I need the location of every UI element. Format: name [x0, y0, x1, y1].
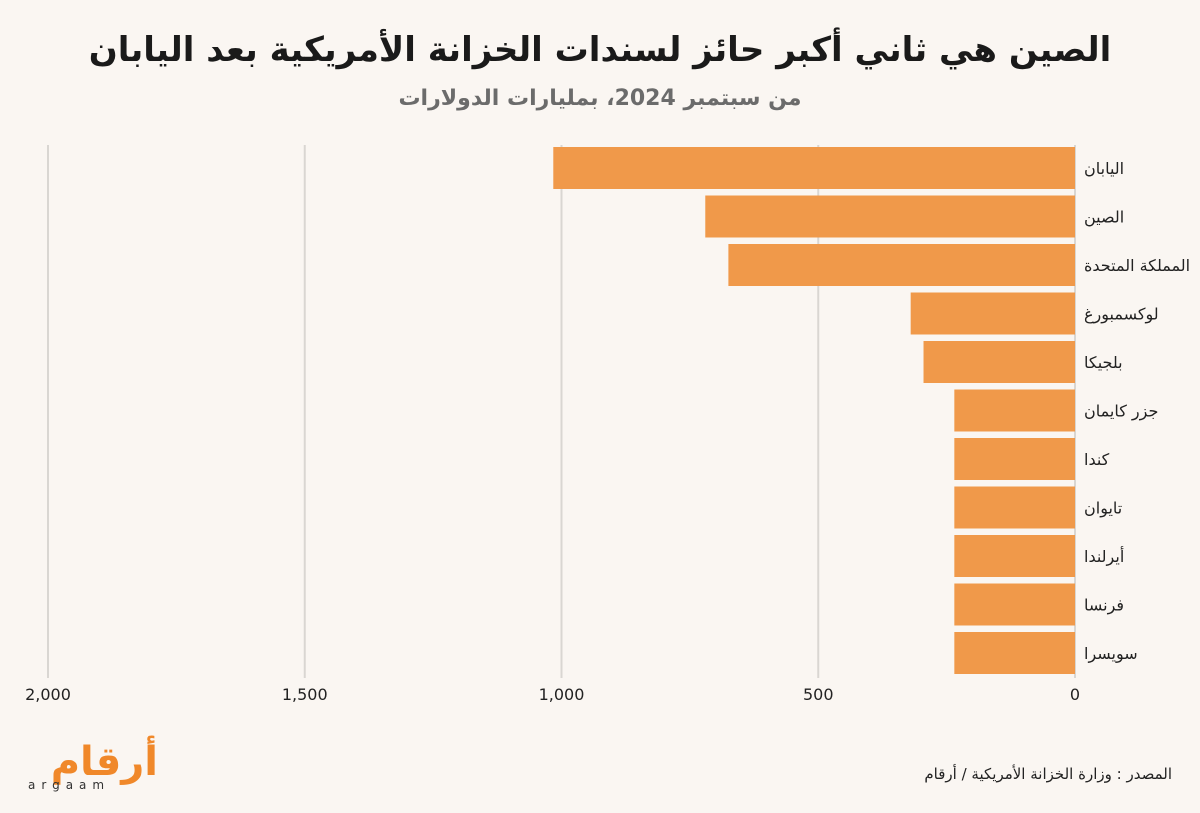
category-label-4: بلجيكا	[1084, 353, 1123, 372]
x-tick-label-500: 500	[803, 685, 834, 704]
bar-9	[954, 583, 1075, 626]
bar-2	[728, 244, 1075, 286]
x-tick-label-0: 0	[1070, 685, 1080, 704]
category-label-10: سويسرا	[1084, 644, 1138, 664]
bar-8	[954, 535, 1075, 577]
x-tick-label-1000: 1,000	[539, 685, 585, 704]
source-note: المصدر : وزارة الخزانة الأمريكية / أرقام	[924, 765, 1172, 783]
source-label: المصدر :	[1116, 765, 1172, 783]
category-label-6: كندا	[1084, 450, 1110, 469]
category-label-8: أيرلندا	[1084, 546, 1124, 567]
x-tick-label-1500: 1,500	[282, 685, 328, 704]
bar-3	[910, 292, 1075, 335]
x-tick-label-2000: 2,000	[25, 685, 71, 704]
category-label-7: تايوان	[1084, 499, 1122, 519]
category-label-0: اليابان	[1084, 159, 1124, 178]
category-label-9: فرنسا	[1084, 596, 1124, 616]
bar-7	[954, 486, 1075, 529]
category-label-2: المملكة المتحدة	[1084, 256, 1190, 275]
category-label-1: الصين	[1084, 208, 1124, 228]
source-text: وزارة الخزانة الأمريكية / أرقام	[924, 765, 1112, 783]
bar-1	[705, 195, 1075, 238]
logo-arabic-text: أرقام	[50, 739, 158, 785]
chart-title: الصين هي ثاني أكبر حائز لسندات الخزانة ا…	[88, 30, 1112, 70]
category-label-3: لوكسمبورغ	[1084, 305, 1159, 325]
category-label-5: جزر كايمان	[1084, 402, 1158, 422]
bar-5	[954, 389, 1075, 432]
bar-6	[954, 438, 1075, 480]
argaam-logo: أرقام argaam	[28, 742, 158, 792]
logo-latin-text: argaam	[28, 778, 111, 792]
chart-subtitle: من سبتمبر 2024، بمليارات الدولارات	[398, 86, 802, 111]
bar-0	[553, 147, 1075, 189]
bar-10	[954, 632, 1075, 674]
bar-4	[923, 341, 1075, 383]
